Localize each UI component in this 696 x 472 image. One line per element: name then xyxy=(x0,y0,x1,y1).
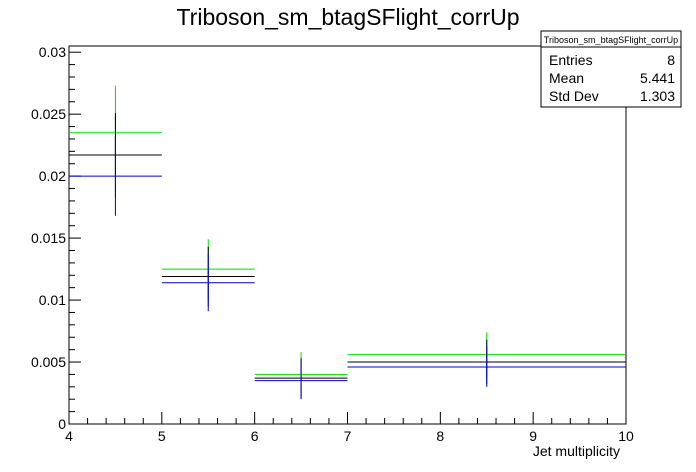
y-tick-label: 0.005 xyxy=(31,354,66,370)
chart-title: Triboson_sm_btagSFlight_corrUp xyxy=(176,4,519,30)
y-tick-label: 0.03 xyxy=(39,44,66,60)
stats-box: Triboson_sm_btagSFlight_corrUp Entries 8… xyxy=(540,30,682,108)
histogram-series xyxy=(69,136,626,400)
x-tick-label: 6 xyxy=(251,428,259,444)
y-axis: 0 0.005 0.01 0.015 0.02 0.025 0.03 xyxy=(31,44,81,432)
stats-entries-label: Entries xyxy=(549,52,593,68)
x-tick-label: 7 xyxy=(344,428,352,444)
y-tick-label: 0.01 xyxy=(39,292,66,308)
stats-stddev-label: Std Dev xyxy=(549,88,599,104)
x-axis: 4 5 6 7 8 9 10 xyxy=(65,412,634,444)
x-axis-title: Jet multiplicity xyxy=(533,443,620,459)
stats-stddev-value: 1.303 xyxy=(640,88,675,104)
stats-box-frame xyxy=(540,30,682,108)
y-tick-label: 0.02 xyxy=(39,168,66,184)
y-tick-label: 0.015 xyxy=(31,230,66,246)
data-series xyxy=(69,85,626,400)
histogram-series xyxy=(69,112,626,398)
x-tick-label: 9 xyxy=(529,428,537,444)
x-tick-label: 5 xyxy=(158,428,166,444)
x-tick-label: 8 xyxy=(436,428,444,444)
stats-mean-value: 5.441 xyxy=(640,70,675,86)
y-tick-label: 0 xyxy=(58,416,66,432)
x-tick-label: 10 xyxy=(618,428,634,444)
stats-entries-value: 8 xyxy=(667,52,675,68)
y-tick-label: 0.025 xyxy=(31,106,66,122)
stats-mean-label: Mean xyxy=(549,70,584,86)
x-tick-label: 4 xyxy=(65,428,73,444)
stats-box-name: Triboson_sm_btagSFlight_corrUp xyxy=(544,35,678,45)
histogram-series xyxy=(69,85,626,397)
